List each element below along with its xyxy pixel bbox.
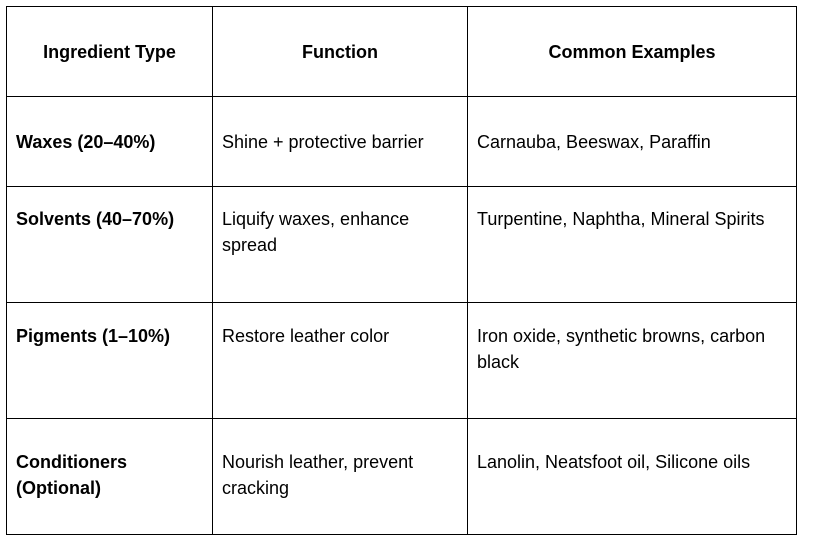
examples-cell: Iron oxide, synthetic browns, carbon bla…: [467, 302, 797, 419]
ingredient-type-cell: Conditioners (Optional): [6, 418, 213, 535]
examples-cell: Carnauba, Beeswax, Paraffin: [467, 96, 797, 187]
table-row: Solvents (40–70%) Liquify waxes, enhance…: [6, 186, 797, 303]
ingredient-type-cell: Solvents (40–70%): [6, 186, 213, 303]
function-cell: Liquify waxes, enhance spread: [212, 186, 468, 303]
header-function: Function: [212, 6, 468, 97]
function-cell: Restore leather color: [212, 302, 468, 419]
header-ingredient-type: Ingredient Type: [6, 6, 213, 97]
ingredient-type-cell: Pigments (1–10%): [6, 302, 213, 419]
ingredients-table: Ingredient Type Function Common Examples…: [6, 6, 797, 535]
header-common-examples: Common Examples: [467, 6, 797, 97]
examples-cell: Turpentine, Naphtha, Mineral Spirits: [467, 186, 797, 303]
function-cell: Shine + protective barrier: [212, 96, 468, 187]
ingredient-type-cell: Waxes (20–40%): [6, 96, 213, 187]
examples-cell: Lanolin, Neatsfoot oil, Silicone oils: [467, 418, 797, 535]
table-row: Conditioners (Optional) Nourish leather,…: [6, 418, 797, 535]
table-row: Waxes (20–40%) Shine + protective barrie…: [6, 96, 797, 187]
table-row: Pigments (1–10%) Restore leather color I…: [6, 302, 797, 419]
table-header-row: Ingredient Type Function Common Examples: [6, 6, 797, 97]
function-cell: Nourish leather, prevent cracking: [212, 418, 468, 535]
